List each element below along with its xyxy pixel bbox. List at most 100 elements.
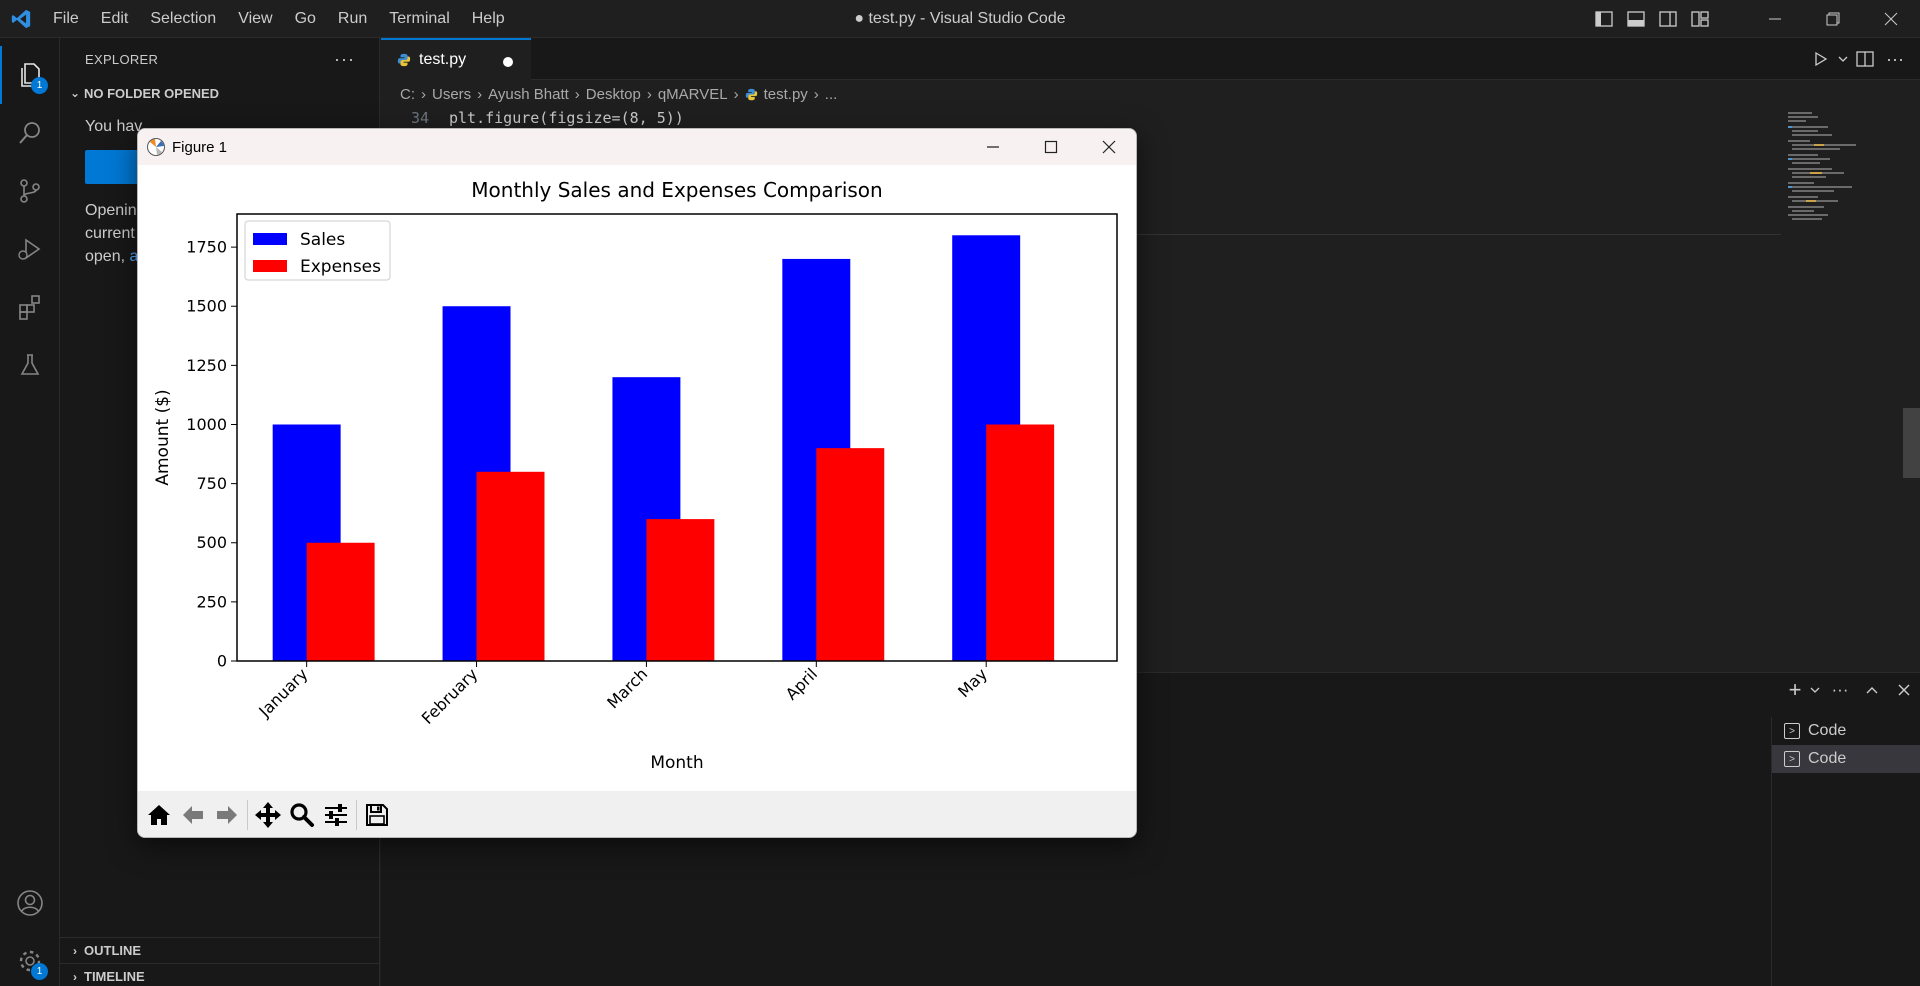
- toggle-secondary-sidebar-icon[interactable]: [1652, 0, 1684, 38]
- bars-group: [272, 235, 1055, 661]
- outline-section-header[interactable]: › OUTLINE: [60, 937, 380, 963]
- terminal-list: > Code > Code: [1771, 717, 1920, 986]
- no-folder-section-header[interactable]: ⌄ NO FOLDER OPENED: [60, 80, 379, 106]
- python-file-icon: [745, 88, 757, 100]
- title-bar: File Edit Selection View Go Run Terminal Help ●…: [0, 0, 1920, 38]
- run-python-file-icon[interactable]: [1806, 38, 1836, 80]
- menu-item-view[interactable]: View: [238, 9, 273, 27]
- plot-canvas[interactable]: Monthly Sales and Expenses Comparison Am…: [138, 165, 1136, 791]
- terminal-dropdown-chevron-icon[interactable]: [1806, 673, 1824, 707]
- explorer-more-actions[interactable]: ···: [334, 48, 355, 69]
- extensions-icon[interactable]: [0, 278, 60, 336]
- figure-close-icon[interactable]: [1080, 129, 1136, 165]
- toggle-panel-icon[interactable]: [1620, 0, 1652, 38]
- customize-layout-icon[interactable]: [1684, 0, 1716, 38]
- bar-expenses-march: [646, 519, 715, 661]
- chevron-down-icon: ⌄: [69, 86, 81, 100]
- toggle-primary-sidebar-icon[interactable]: [1588, 0, 1620, 38]
- no-folder-label: NO FOLDER OPENED: [84, 85, 220, 101]
- terminal-item[interactable]: > Code: [1772, 717, 1920, 745]
- menu-item-selection[interactable]: Selection: [150, 9, 217, 27]
- y-tick-label: 1500: [186, 297, 227, 316]
- breadcrumb-item[interactable]: Users: [432, 85, 472, 103]
- python-file-icon: [397, 53, 411, 66]
- run-debug-icon[interactable]: [0, 220, 60, 278]
- breadcrumb-chevron-icon: ›: [574, 85, 580, 103]
- menu-item-run[interactable]: Run: [337, 9, 368, 27]
- terminal-icon: >: [1784, 723, 1800, 739]
- timeline-label: TIMELINE: [84, 969, 145, 984]
- restore-window-icon[interactable]: [1804, 0, 1862, 38]
- y-tick-label: 0: [217, 652, 227, 671]
- matplotlib-figure-window: Figure 1 Monthly Sales and Expenses Comp…: [137, 128, 1137, 838]
- unsaved-dot-icon[interactable]: [503, 56, 513, 67]
- forward-arrow-icon[interactable]: [210, 797, 244, 833]
- panel-actions: + ···: [1784, 673, 1920, 707]
- run-dropdown-chevron-icon[interactable]: [1836, 38, 1850, 80]
- source-control-icon[interactable]: [0, 162, 60, 220]
- menu-item-go[interactable]: Go: [294, 9, 316, 27]
- configure-subplots-icon[interactable]: [319, 797, 353, 833]
- explorer-icon[interactable]: 1: [0, 46, 60, 104]
- figure-title-bar[interactable]: Figure 1: [138, 129, 1136, 165]
- y-tick-label: 250: [196, 592, 227, 611]
- editor-actions: ···: [1806, 38, 1920, 80]
- toolbar-separator: [247, 800, 248, 830]
- pan-move-icon[interactable]: [251, 797, 285, 833]
- split-editor-icon[interactable]: [1850, 38, 1880, 80]
- opening-message-line3: open, a: [60, 245, 379, 268]
- menu-item-edit[interactable]: Edit: [100, 9, 129, 27]
- search-icon[interactable]: [0, 104, 60, 162]
- breadcrumb-item[interactable]: Desktop: [585, 85, 641, 103]
- code-line[interactable]: 34 plt.figure(figsize=(8, 5)): [381, 108, 1781, 128]
- close-window-icon[interactable]: [1862, 0, 1920, 38]
- figure-maximize-icon[interactable]: [1022, 129, 1080, 165]
- accounts-icon[interactable]: [0, 874, 60, 932]
- testing-icon[interactable]: [0, 336, 60, 394]
- breadcrumb-item[interactable]: ...: [824, 85, 838, 103]
- explorer-title: EXPLORER: [85, 51, 159, 67]
- more-actions-icon[interactable]: ···: [1886, 48, 1904, 69]
- breadcrumb-item[interactable]: Ayush Bhatt: [488, 85, 569, 103]
- breadcrumb-item[interactable]: C:: [400, 85, 415, 103]
- terminal-item-selected[interactable]: > Code: [1772, 745, 1920, 773]
- y-axis: 0 250 500 750 1000 1250 1500 1750: [186, 238, 237, 671]
- maximize-panel-chevron-up-icon[interactable]: [1856, 673, 1888, 707]
- menu-item-help[interactable]: Help: [471, 9, 505, 27]
- back-arrow-icon[interactable]: [176, 797, 210, 833]
- breadcrumb-chevron-icon: ›: [421, 85, 426, 103]
- y-tick-label: 1250: [186, 356, 227, 375]
- zoom-magnifier-icon[interactable]: [285, 797, 319, 833]
- terminal-item-label: Code: [1808, 750, 1847, 767]
- bar-chart: Monthly Sales and Expenses Comparison Am…: [153, 178, 1118, 773]
- settings-gear-icon[interactable]: 1: [0, 932, 60, 986]
- tab-label: test.py: [419, 50, 467, 68]
- legend-swatch-sales: [253, 233, 287, 245]
- breadcrumb-item[interactable]: test.py: [763, 85, 808, 103]
- x-tick-label: May: [954, 664, 991, 701]
- x-tick-label: February: [418, 664, 482, 728]
- legend-label-sales: Sales: [300, 230, 345, 250]
- new-terminal-plus-icon[interactable]: +: [1788, 677, 1802, 702]
- menu-item-file[interactable]: File: [53, 9, 79, 27]
- menu-item-terminal[interactable]: Terminal: [389, 9, 450, 27]
- close-panel-icon[interactable]: [1888, 673, 1920, 707]
- terminal-item-label: Code: [1808, 722, 1847, 739]
- matplotlib-logo-icon: [147, 138, 165, 156]
- editor-scrollbar-thumb[interactable]: [1903, 408, 1920, 478]
- minimap[interactable]: [1786, 110, 1896, 240]
- breadcrumb-item[interactable]: qMARVEL: [657, 85, 728, 103]
- tab-test-py[interactable]: test.py: [381, 37, 531, 80]
- y-tick-label: 500: [196, 533, 227, 552]
- panel-more-icon[interactable]: ···: [1831, 680, 1849, 699]
- minimize-window-icon[interactable]: [1746, 0, 1804, 38]
- x-tick-label: January: [254, 664, 311, 721]
- figure-title: Figure 1: [172, 138, 228, 156]
- settings-badge: 1: [31, 963, 48, 980]
- save-floppy-icon[interactable]: [360, 797, 394, 833]
- chevron-right-icon: ›: [73, 969, 77, 984]
- timeline-section-header[interactable]: › TIMELINE: [60, 963, 380, 986]
- opening-message-link[interactable]: a: [129, 248, 139, 265]
- home-icon[interactable]: [142, 797, 176, 833]
- figure-minimize-icon[interactable]: [964, 129, 1022, 165]
